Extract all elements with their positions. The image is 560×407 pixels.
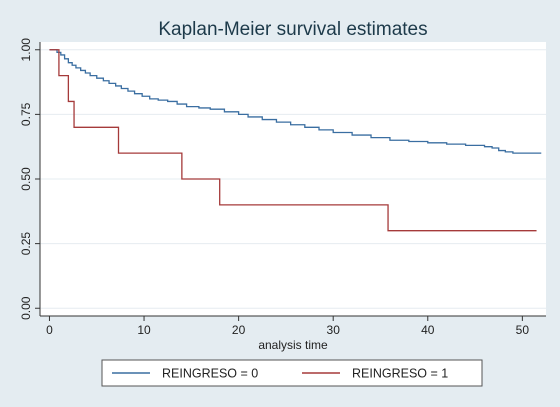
legend-label-2: REINGRESO = 1 [352, 367, 448, 381]
x-tick-label: 20 [232, 323, 246, 337]
y-tick-label: 0.50 [19, 167, 33, 191]
x-tick-label: 40 [421, 323, 435, 337]
chart-title: Kaplan-Meier survival estimates [158, 19, 427, 40]
series-line-2 [49, 49, 537, 232]
grid-lines [40, 49, 546, 309]
x-tick-label: 10 [137, 323, 151, 337]
y-tick-label: 1.00 [19, 38, 33, 62]
y-tick-label: 0.75 [19, 102, 33, 126]
y-tick-label: 0.00 [19, 296, 33, 320]
legend-box [101, 359, 483, 387]
x-tick-label: 30 [327, 323, 341, 337]
x-tick-label: 50 [516, 323, 530, 337]
series-layer [49, 49, 542, 232]
legend: REINGRESO = 0 REINGRESO = 1 [101, 359, 483, 387]
legend-label-1: REINGRESO = 0 [162, 367, 258, 381]
x-tick-label: 0 [46, 323, 53, 337]
series-line-1 [49, 49, 542, 154]
y-tick-label: 0.25 [19, 232, 33, 256]
axes: 0.00 0.25 0.50 0.75 1.00 0 10 20 30 40 50 [19, 38, 546, 337]
x-axis-label: analysis time [258, 338, 328, 352]
